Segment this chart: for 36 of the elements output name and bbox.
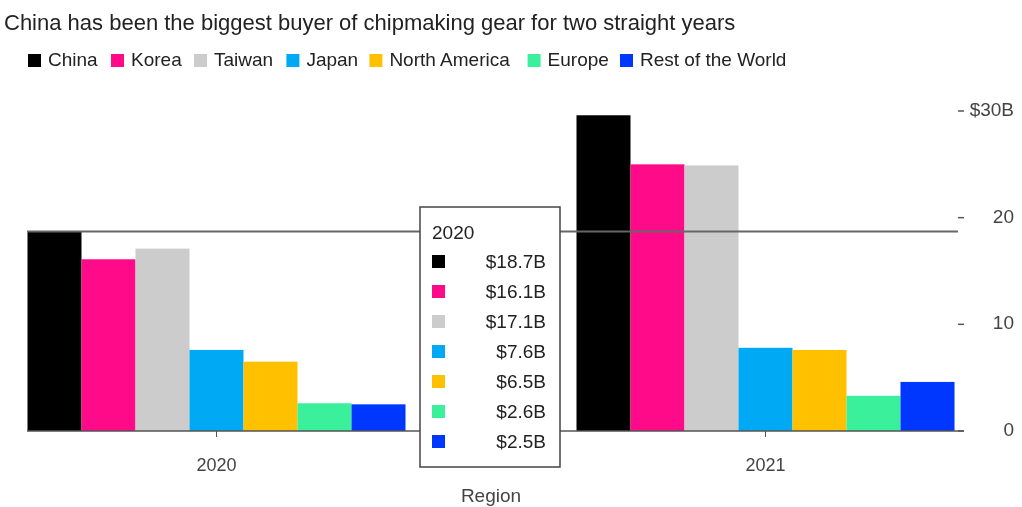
x-tick-label: 2021 [745, 455, 786, 475]
y-tick-label: $30B [969, 99, 1014, 121]
legend-label: Korea [131, 49, 183, 70]
annotation: $6.5B [496, 371, 546, 392]
y-tick-label: 0 [1003, 419, 1014, 441]
bar [27, 231, 82, 431]
legend-label: North America [389, 49, 511, 70]
bar [81, 259, 136, 431]
bar [846, 395, 901, 431]
y-tick-label: 10 [992, 312, 1014, 334]
y-tick-label: 20 [992, 205, 1014, 227]
legend-label: China [48, 49, 99, 70]
annotation: $2.6B [496, 401, 546, 422]
legend-label: Japan [306, 49, 359, 70]
annotation: $7.6B [496, 341, 546, 362]
bar [243, 361, 298, 431]
bar [189, 349, 244, 431]
bar [900, 381, 955, 431]
bar [792, 349, 847, 431]
bar [738, 347, 793, 431]
bar [351, 404, 406, 431]
legend-label: Taiwan [214, 49, 274, 70]
annotation: 2020 [432, 222, 475, 243]
x-axis-title: Region [460, 485, 522, 506]
bar [297, 403, 352, 431]
legend-label: Europe [547, 49, 609, 70]
chart-title: China has been the biggest buyer of chipmaking gear for two straight years [4, 10, 736, 35]
text: $2.5B [496, 431, 546, 452]
bar [684, 165, 739, 431]
legend-label: Rest of the World [640, 49, 787, 70]
bar [630, 164, 685, 431]
annotation: $17.1B [485, 311, 546, 332]
bar [135, 248, 190, 431]
bar [576, 115, 631, 431]
annotation: $16.1B [485, 281, 546, 302]
annotation: $18.7B [485, 251, 546, 272]
